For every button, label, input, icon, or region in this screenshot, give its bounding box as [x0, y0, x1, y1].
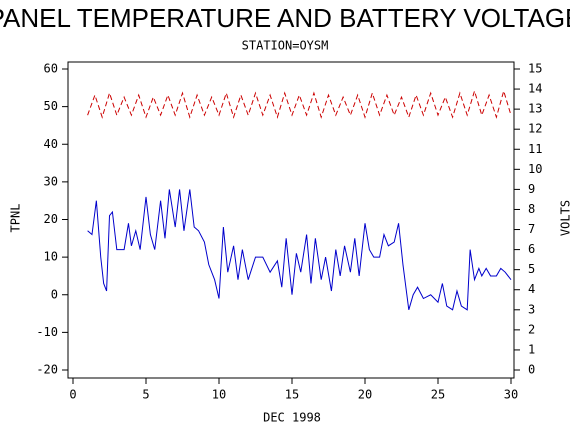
y2-tick-label: 1 — [528, 342, 535, 356]
y2-tick-label: 7 — [528, 222, 535, 236]
y-tick-label: 20 — [44, 212, 58, 226]
data-line — [87, 89, 512, 119]
y-tick-label: 40 — [44, 137, 58, 151]
chart-subtitle: STATION=OYSM — [242, 39, 329, 53]
y2-tick-label: 10 — [528, 162, 542, 176]
y2-tick-label: 15 — [528, 62, 542, 76]
y2-tick-label: 8 — [528, 202, 535, 216]
y-tick-label: 30 — [44, 174, 58, 188]
y2-tick-label: 4 — [528, 282, 535, 296]
x-tick-label: 20 — [358, 388, 372, 402]
y2-tick-label: 14 — [528, 82, 542, 96]
x-tick-label: 25 — [431, 388, 445, 402]
y-tick-label: 0 — [51, 287, 58, 301]
y2-tick-label: 0 — [528, 363, 535, 377]
y2-tick-label: 11 — [528, 142, 542, 156]
y2-axis-label: VOLTS — [559, 200, 570, 236]
y-tick-label: 60 — [44, 62, 58, 76]
y2-tick-label: 5 — [528, 262, 535, 276]
plot-frame — [67, 61, 515, 379]
y-axis-label: TPNL — [9, 204, 23, 233]
y2-tick-label: 6 — [528, 242, 535, 256]
y2-tick-label: 12 — [528, 122, 542, 136]
x-tick-label: 15 — [285, 388, 299, 402]
y-tick-label: 50 — [44, 99, 58, 113]
y-tick-label: -10 — [36, 325, 58, 339]
y2-tick-label: 3 — [528, 302, 535, 316]
y2-tick-label: 9 — [528, 182, 535, 196]
y2-tick-label: 13 — [528, 102, 542, 116]
y-tick-label: -20 — [36, 363, 58, 377]
x-tick-label: 0 — [69, 388, 76, 402]
y2-tick-label: 2 — [528, 322, 535, 336]
chart-title: PANEL TEMPERATURE AND BATTERY VOLTAGE — [0, 3, 570, 33]
y-tick-label: 10 — [44, 250, 58, 264]
x-tick-label: 5 — [142, 388, 149, 402]
x-tick-label: 10 — [212, 388, 226, 402]
data-line — [87, 189, 512, 311]
x-tick-label: 30 — [504, 388, 518, 402]
x-axis-label: DEC 1998 — [263, 411, 321, 425]
